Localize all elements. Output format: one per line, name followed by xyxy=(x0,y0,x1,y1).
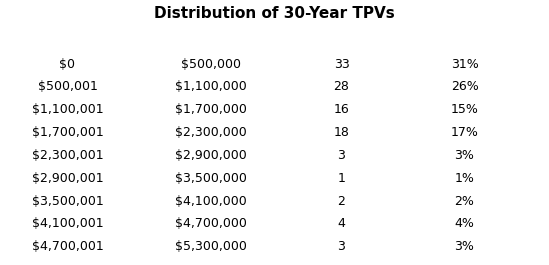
Text: 1: 1 xyxy=(338,172,345,185)
Text: $4,700,001: $4,700,001 xyxy=(32,240,103,253)
Text: From: From xyxy=(50,35,85,48)
Text: $2,900,000: $2,900,000 xyxy=(175,149,247,162)
Text: $1,700,000: $1,700,000 xyxy=(175,103,247,116)
Text: $2,900,001: $2,900,001 xyxy=(32,172,103,185)
Text: To: To xyxy=(203,35,219,48)
Text: $1,100,001: $1,100,001 xyxy=(32,103,103,116)
Text: $3,500,000: $3,500,000 xyxy=(175,172,247,185)
Text: 1%: 1% xyxy=(455,172,474,185)
Text: 18: 18 xyxy=(334,126,349,139)
Text: $1,100,000: $1,100,000 xyxy=(175,81,247,94)
Text: 4%: 4% xyxy=(455,217,474,230)
Text: 2: 2 xyxy=(338,195,345,207)
Text: $4,700,000: $4,700,000 xyxy=(175,217,247,230)
Text: $0: $0 xyxy=(59,58,76,71)
Text: 17%: 17% xyxy=(451,126,478,139)
Text: 16: 16 xyxy=(334,103,349,116)
Text: 3: 3 xyxy=(338,149,345,162)
Text: $2,300,001: $2,300,001 xyxy=(32,149,103,162)
Text: $2,300,000: $2,300,000 xyxy=(175,126,247,139)
Text: $4,100,000: $4,100,000 xyxy=(175,195,247,207)
Text: % of Periods: % of Periods xyxy=(421,35,508,48)
Text: 4: 4 xyxy=(338,217,345,230)
Text: 3: 3 xyxy=(338,240,345,253)
Text: 28: 28 xyxy=(334,81,349,94)
Text: 2%: 2% xyxy=(455,195,474,207)
Text: $500,001: $500,001 xyxy=(37,81,97,94)
Text: 33: 33 xyxy=(334,58,349,71)
Text: $3,500,001: $3,500,001 xyxy=(32,195,103,207)
Text: 31%: 31% xyxy=(451,58,478,71)
Text: 3%: 3% xyxy=(455,149,474,162)
Text: Periods: Periods xyxy=(315,35,368,48)
Text: $5,300,000: $5,300,000 xyxy=(175,240,247,253)
Text: 15%: 15% xyxy=(451,103,478,116)
Text: $1,700,001: $1,700,001 xyxy=(32,126,103,139)
Text: $4,100,001: $4,100,001 xyxy=(32,217,103,230)
Text: $500,000: $500,000 xyxy=(181,58,241,71)
Text: 3%: 3% xyxy=(455,240,474,253)
Text: 26%: 26% xyxy=(451,81,478,94)
Text: Distribution of 30-Year TPVs: Distribution of 30-Year TPVs xyxy=(154,7,395,21)
